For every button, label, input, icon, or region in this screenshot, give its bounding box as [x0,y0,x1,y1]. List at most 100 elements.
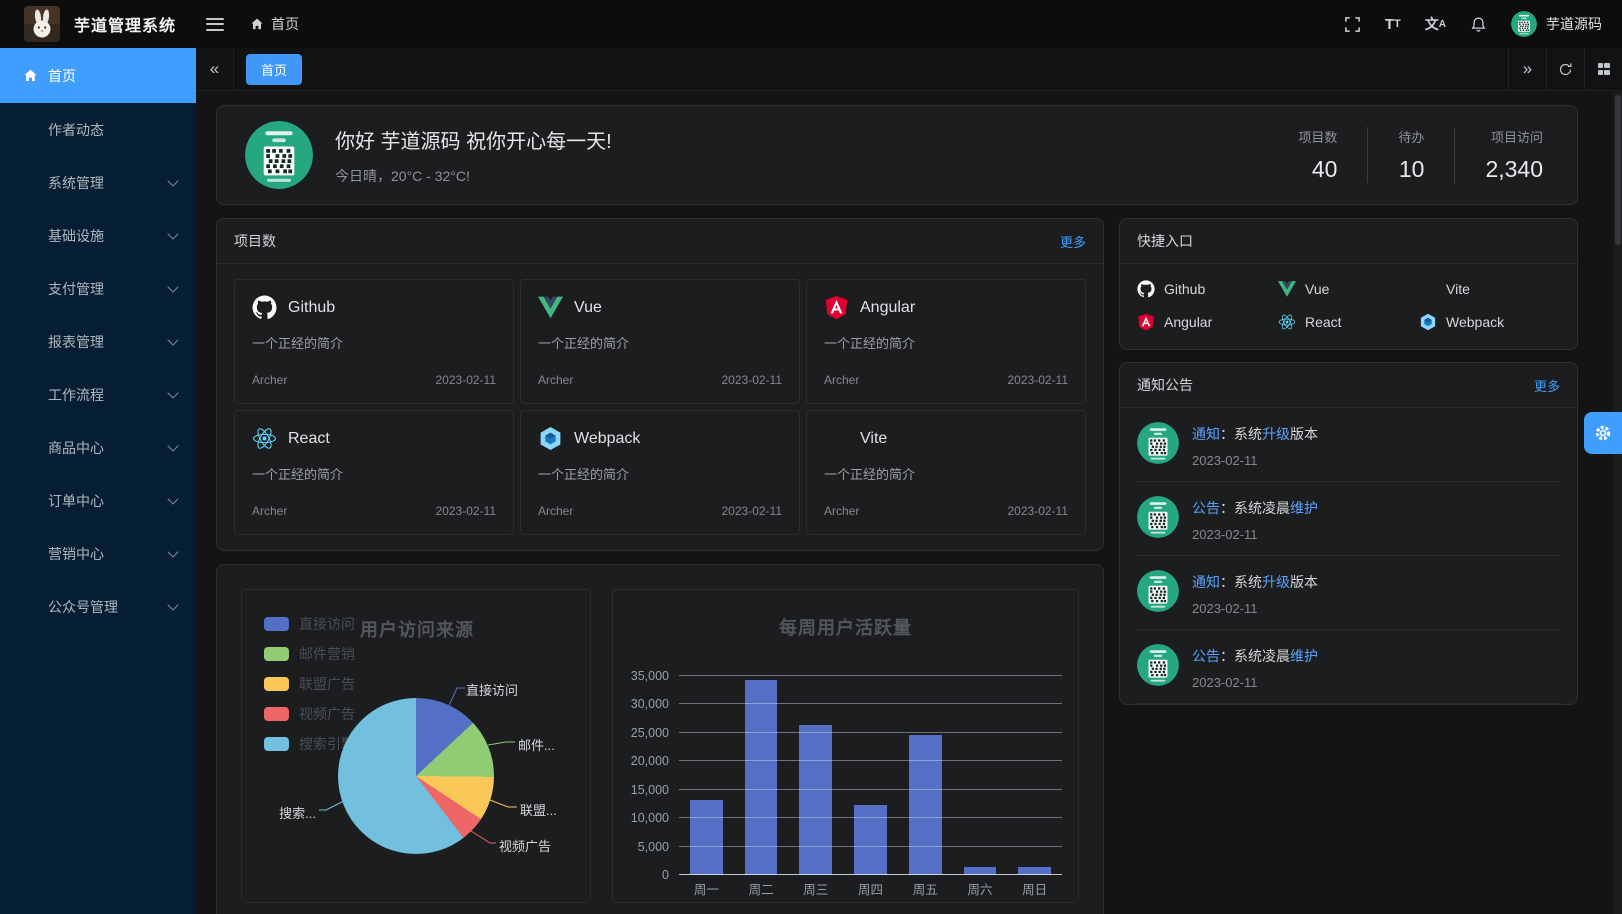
sidebar-item-product[interactable]: 商品中心 [0,421,196,474]
bar [963,867,997,875]
bar-y-axis-labels: 0 5,000 10,000 15,000 20,000 25,000 30,000 35,0… [613,669,669,882]
user-menu[interactable]: 芋道源码 [1511,11,1602,37]
sidebar-item-marketing[interactable]: 营销中心 [0,527,196,580]
projects-card: 项目数 更多 Github 一个正经的简介 Archer 2023-02-11 V… [216,218,1104,551]
project-author: Archer [824,373,860,387]
sidebar-item-report[interactable]: 报表管理 [0,315,196,368]
tab-home[interactable]: 首页 [246,53,303,85]
notice-date: 2023-02-11 [1192,675,1258,690]
fullscreen-icon[interactable] [1344,16,1361,33]
project-author: Archer [538,373,574,387]
scrollbar-thumb[interactable] [1614,95,1621,245]
main-content: 你好 芋道源码 祝你开心每一天! 今日晴，20°C - 32°C! 项目数 40… [196,91,1622,914]
gridline [679,845,1062,847]
shortcut-webpack[interactable]: Webpack [1419,313,1560,331]
sidebar-item-workflow[interactable]: 工作流程 [0,368,196,421]
sidebar-item-system[interactable]: 系统管理 [0,156,196,209]
project-tile-webpack[interactable]: Webpack 一个正经的简介 Archer 2023-02-11 [520,410,800,535]
notice-item[interactable]: 通知：系统升级版本 2023-02-11 [1137,408,1560,482]
home-icon [23,68,38,83]
x-tick-label: 周三 [803,883,829,897]
chevron-down-icon [167,598,179,611]
github-icon [1137,280,1155,298]
breadcrumb[interactable]: 首页 [250,14,299,34]
project-tile-react[interactable]: React 一个正经的简介 Archer 2023-02-11 [234,410,514,535]
notice-title: 公告：系统凌晨维护 [1192,500,1318,516]
x-tick-label: 周日 [1022,883,1048,897]
greeting-title: 你好 芋道源码 祝你开心每一天! [335,130,612,153]
x-tick-label: 周二 [748,883,774,897]
project-tile-vite[interactable]: Vite 一个正经的简介 Archer 2023-02-11 [806,410,1086,535]
sidebar-item-wechat[interactable]: 公众号管理 [0,580,196,633]
webpack-icon [1419,313,1437,331]
bar-x-axis-labels: 周一 周二 周三 周四 周五 周六 周日 [679,879,1062,898]
sidebar-item-home[interactable]: 首页 [0,48,196,103]
scroll-tabs-right-button[interactable]: » [1508,48,1546,90]
notice-avatar [1137,570,1179,612]
bar [689,799,723,875]
right-column: 快捷入口 Github Vue Vite Angular React Webpa… [1119,218,1578,705]
bell-icon[interactable] [1470,16,1487,33]
x-tick-label: 周六 [967,883,993,897]
legend-item[interactable]: 联盟广告 [264,674,355,694]
vite-icon [824,426,849,451]
shortcut-github[interactable]: Github [1137,280,1278,298]
legend-item[interactable]: 视频广告 [264,704,355,724]
sidebar-item-order[interactable]: 订单中心 [0,474,196,527]
refresh-icon [1558,62,1573,77]
notice-item[interactable]: 通知：系统升级版本 2023-02-11 [1137,556,1560,630]
settings-button[interactable] [1584,412,1622,454]
projects-more-link[interactable]: 更多 [1059,234,1086,250]
tabbar: « 首页 » [196,48,1622,91]
scrollbar[interactable] [1613,92,1622,914]
shortcut-angular[interactable]: Angular [1137,313,1278,331]
notices-title: 通知公告 [1137,377,1193,393]
pie-circle [338,698,494,854]
y-tick-label: 10,000 [630,811,669,826]
sidebar-item-author-news[interactable]: 作者动态 [48,121,104,138]
chevron-down-icon [167,333,179,346]
sidebar-item-pay[interactable]: 支付管理 [0,262,196,315]
react-icon [252,426,277,451]
github-icon [252,295,277,320]
scroll-tabs-left-button[interactable]: « [196,48,234,90]
breadcrumb-item[interactable]: 首页 [271,16,300,32]
legend-swatch [264,737,289,751]
tab-options-button[interactable] [1584,48,1622,90]
bar-series [679,676,1062,875]
legend-item[interactable]: 直接访问 [264,614,355,634]
bar [1018,867,1052,875]
notices-more-link[interactable]: 更多 [1533,378,1560,394]
legend-swatch [264,617,289,631]
stat-projects: 项目数 40 [1298,130,1338,182]
notice-item[interactable]: 公告：系统凌晨维护 2023-02-11 [1137,630,1560,704]
chevron-down-icon [167,227,179,240]
angular-icon [824,295,849,320]
gridline [679,874,1062,875]
legend-item[interactable]: 邮件营销 [264,644,355,664]
project-tile-vue[interactable]: Vue 一个正经的简介 Archer 2023-02-11 [520,279,800,404]
shortcuts-title: 快捷入口 [1137,233,1193,249]
project-date: 2023-02-11 [435,504,497,518]
legend-swatch [264,707,289,721]
notice-title: 通知：系统升级版本 [1192,574,1318,590]
app-logo[interactable] [24,6,60,42]
x-tick-label: 周四 [858,883,884,897]
bar-plot-area [679,675,1062,875]
project-tile-angular[interactable]: Angular 一个正经的简介 Archer 2023-02-11 [806,279,1086,404]
shortcut-react[interactable]: React [1278,313,1419,331]
notice-item[interactable]: 公告：系统凌晨维护 2023-02-11 [1137,482,1560,556]
project-tile-github[interactable]: Github 一个正经的简介 Archer 2023-02-11 [234,279,514,404]
shortcut-vite[interactable]: Vite [1419,280,1560,298]
shortcut-vue[interactable]: Vue [1278,280,1419,298]
hamburger-menu-icon[interactable] [206,17,225,31]
projects-title: 项目数 [234,233,276,249]
pie-callout-label: 视频广告 [499,839,552,854]
gridline [679,731,1062,733]
sidebar-item-infra[interactable]: 基础设施 [0,209,196,262]
legend-item[interactable]: 搜索引擎 [264,734,355,754]
username: 芋道源码 [1546,16,1602,32]
refresh-button[interactable] [1546,48,1584,90]
